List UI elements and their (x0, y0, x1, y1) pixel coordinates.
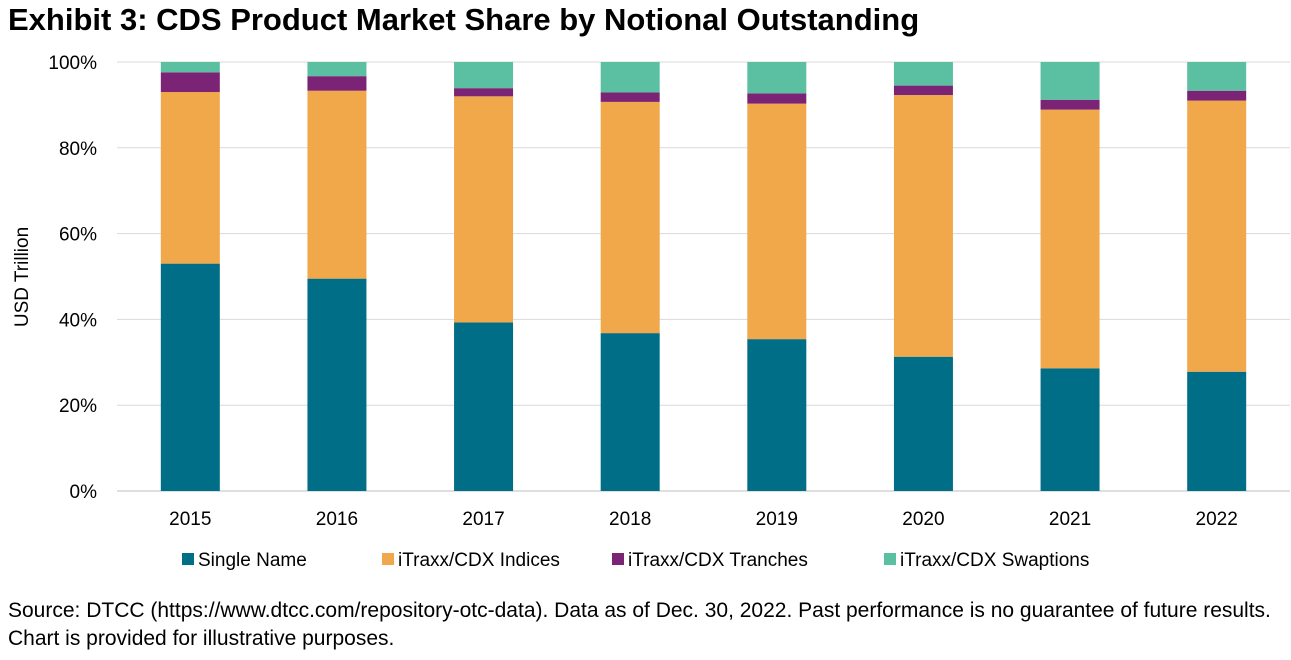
bar-2020-single-name (893, 356, 953, 491)
bar-2016-itraxx-cdx-indices (307, 90, 367, 279)
legend-label: iTraxx/CDX Tranches (628, 550, 808, 571)
legend-label: iTraxx/CDX Indices (398, 550, 560, 571)
bar-2015-single-name (160, 263, 220, 491)
x-axis-ticks: 2015 2016 2017 2018 2019 2020 2021 2022 (169, 509, 1238, 530)
legend-swatch (884, 553, 896, 565)
bar-2015-itraxx-cdx-swaptions (160, 62, 220, 73)
bar-2019-itraxx-cdx-indices (747, 103, 807, 340)
y-tick-label: 60% (59, 225, 97, 246)
x-tick-label: 2018 (609, 509, 651, 530)
x-tick-label: 2015 (169, 509, 211, 530)
legend-item-itraxx-cdx-swaptions: iTraxx/CDX Swaptions (884, 550, 1089, 571)
y-tick-label: 80% (59, 139, 97, 160)
y-tick-label: 20% (59, 396, 97, 417)
bar-2016-itraxx-cdx-swaptions (307, 62, 367, 77)
legend-item-itraxx-cdx-tranches: iTraxx/CDX Tranches (612, 550, 808, 571)
y-tick-label: 40% (59, 310, 97, 331)
legend-item-itraxx-cdx-indices: iTraxx/CDX Indices (382, 550, 560, 571)
y-tick-label: 100% (48, 53, 97, 74)
source-note: Source: DTCC (https://www.dtcc.com/repos… (8, 599, 1271, 650)
bar-2017-itraxx-cdx-swaptions (454, 62, 514, 89)
gridlines (117, 61, 1290, 492)
bar-2020-itraxx-cdx-tranches (893, 85, 953, 96)
bar-2020-itraxx-cdx-indices (893, 95, 953, 357)
bar-2018-single-name (600, 333, 660, 491)
bar-2015-itraxx-cdx-tranches (160, 72, 220, 93)
bar-2018-itraxx-cdx-indices (600, 101, 660, 334)
bar-2021-itraxx-cdx-swaptions (1040, 62, 1100, 100)
y-tick-label: 0% (70, 482, 98, 503)
y-axis-ticks: 0% 20% 40% 60% 80% 100% (48, 53, 97, 503)
bar-2017-single-name (454, 322, 514, 491)
legend-label: Single Name (198, 550, 307, 571)
x-tick-label: 2022 (1196, 509, 1238, 530)
bar-2021-itraxx-cdx-tranches (1040, 99, 1100, 110)
chart-title: Exhibit 3: CDS Product Market Share by N… (8, 2, 920, 37)
x-tick-label: 2017 (462, 509, 504, 530)
bar-2018-itraxx-cdx-tranches (600, 92, 660, 102)
y-axis-label: USD Trillion (12, 227, 33, 327)
x-tick-label: 2020 (902, 509, 944, 530)
stacked-bar-chart: 0%20%40%60%80%100% 2015 2016 2017 2018 2019 2… (12, 53, 1290, 571)
bar-2022-itraxx-cdx-tranches (1187, 90, 1247, 101)
x-tick-label: 2021 (1049, 509, 1091, 530)
legend-swatch (182, 553, 194, 565)
bars (160, 62, 1247, 491)
bar-2017-itraxx-cdx-tranches (454, 88, 514, 97)
x-tick-label: 2016 (316, 509, 358, 530)
legend-swatch (382, 553, 394, 565)
bar-2017-itraxx-cdx-indices (454, 96, 514, 323)
bar-2022-itraxx-cdx-swaptions (1187, 62, 1247, 91)
bar-2019-single-name (747, 339, 807, 491)
bar-2019-itraxx-cdx-tranches (747, 93, 807, 104)
bar-2018-itraxx-cdx-swaptions (600, 62, 660, 93)
x-tick-label: 2019 (756, 509, 798, 530)
bar-2015-itraxx-cdx-indices (160, 92, 220, 264)
bar-2022-single-name (1187, 371, 1247, 491)
bar-2021-itraxx-cdx-indices (1040, 109, 1100, 369)
bar-2020-itraxx-cdx-swaptions (893, 62, 953, 86)
bar-2022-itraxx-cdx-indices (1187, 100, 1247, 372)
bar-2016-single-name (307, 278, 367, 491)
legend-swatch (612, 553, 624, 565)
bar-2016-itraxx-cdx-tranches (307, 76, 367, 91)
legend-label: iTraxx/CDX Swaptions (900, 550, 1089, 571)
bar-2021-single-name (1040, 368, 1100, 491)
bar-2019-itraxx-cdx-swaptions (747, 62, 807, 94)
legend-item-single-name: Single Name (182, 550, 307, 571)
legend: Single Name iTraxx/CDX Indices iTraxx/CDX … (182, 550, 1089, 571)
